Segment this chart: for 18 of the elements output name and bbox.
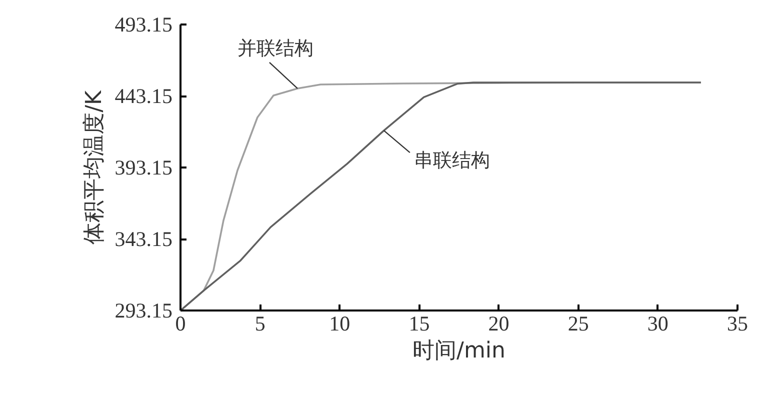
x-tick-label: 20 [488, 312, 510, 336]
x-tick-label: 10 [329, 312, 350, 336]
x-axis-title: 时间/min [412, 338, 506, 364]
line-series [180, 82, 702, 310]
y-axis-title: 体积平均温度/K [82, 90, 107, 244]
series-label: 串联结构 [414, 150, 490, 172]
x-tick-label: 5 [254, 312, 266, 336]
y-tick-label: 493.15 [114, 12, 172, 36]
y-tick-label: 443.15 [114, 84, 172, 108]
x-tick-label: 25 [568, 312, 589, 336]
x-tick-label: 0 [175, 312, 186, 336]
y-tick-label: 343.15 [114, 227, 172, 251]
y-tick-label: 393.15 [114, 156, 172, 180]
series-label: 并联结构 [237, 37, 314, 60]
x-tick-label: 15 [408, 312, 430, 336]
x-tick-label: 35 [727, 312, 748, 336]
y-tick-label: 293.15 [114, 298, 172, 322]
x-tick-label: 30 [647, 312, 668, 336]
